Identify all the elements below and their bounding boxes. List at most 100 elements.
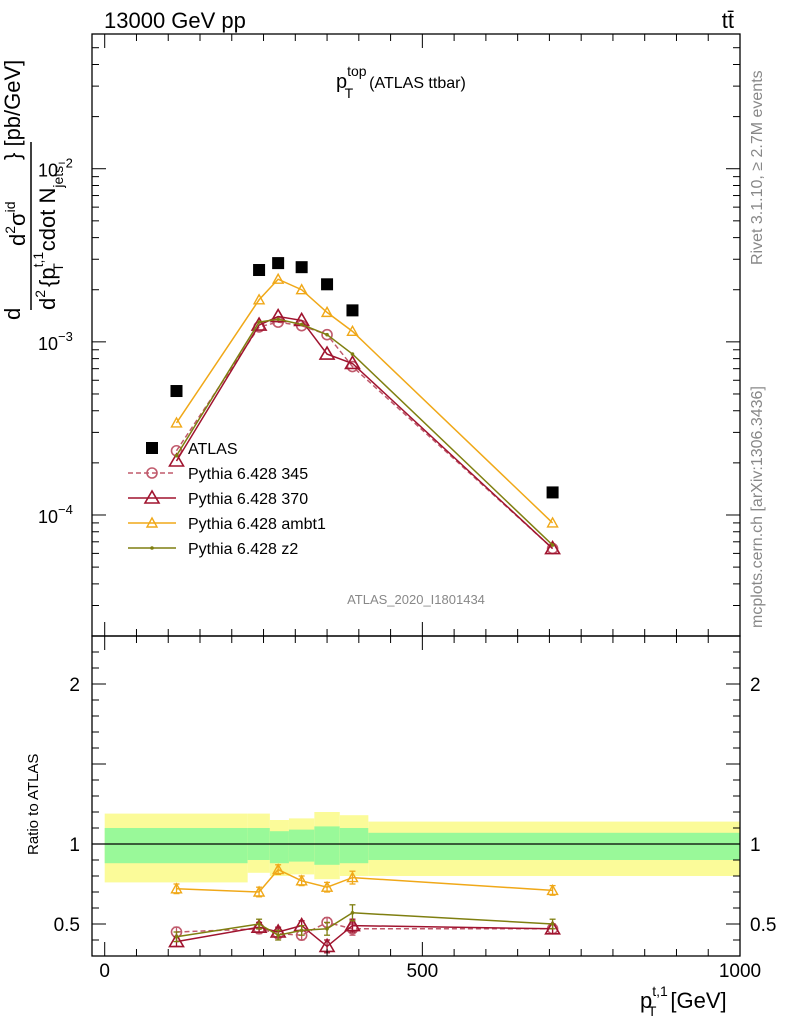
point-ambt1 xyxy=(252,293,266,305)
uncertainty-band-inner xyxy=(269,831,289,864)
legend-label-z2: Pythia 6.428 z2 xyxy=(188,541,298,558)
ratio-point-z2 xyxy=(257,922,261,926)
main-panel: 10−210−310−4 ptop T(ATLAS ttbar) d d2σid … xyxy=(0,33,741,637)
ratio-line-z2 xyxy=(176,912,553,938)
plot-title: ptop T (ATLAS ttbar) xyxy=(336,63,466,101)
point-ambt1 xyxy=(170,416,183,428)
ratio-point-ambt1 xyxy=(271,863,285,875)
series-z2 xyxy=(174,317,555,547)
ylabel-fraction: d2σid d2{pt,1Tcdot Njets xyxy=(2,142,66,310)
ratio-point-ambt1 xyxy=(170,882,183,894)
legend-marker-z2 xyxy=(150,546,154,550)
ylabel-den-brace: {p xyxy=(35,267,60,287)
uncertainty-band-inner xyxy=(104,828,248,864)
point-p370 xyxy=(269,307,287,323)
xlabel-sup: t,1 xyxy=(652,983,668,999)
main-y-tick-label: 10−2 xyxy=(38,156,73,181)
rivet-label: Rivet 3.1.10, ≥ 2.7M events xyxy=(749,70,766,265)
energy-label: 13000 GeV pp xyxy=(104,8,246,33)
legend-marker-data xyxy=(146,442,158,454)
title-rest: (ATLAS ttbar) xyxy=(369,75,466,92)
x-axis-label: pt,1 T [GeV] xyxy=(640,983,727,1019)
point-p370 xyxy=(344,354,361,370)
ratio-point-p370 xyxy=(344,917,361,932)
ratio-y-tick-label: 1 xyxy=(69,835,80,856)
ratio-panel: 0.5 0.5 1 1 2 2 0 500 1000 Ratio to ATLAS pt,1 T [… xyxy=(25,635,776,1019)
legend-item-ambt1: Pythia 6.428 ambt1 xyxy=(128,516,326,533)
ratio-y-tick-label: 2 xyxy=(69,675,80,696)
uncertainty-band-inner xyxy=(339,828,369,864)
point-p370 xyxy=(250,316,268,331)
series-ambt1 xyxy=(170,272,559,528)
ratio-series-z2 xyxy=(173,904,556,943)
ratio-point-ambt1 xyxy=(295,874,308,886)
point-z2 xyxy=(325,332,329,337)
xlabel-rest: [GeV] xyxy=(670,988,726,1013)
point-data xyxy=(295,261,308,274)
uncertainty-band-inner xyxy=(368,832,740,860)
ratio-y-tick-label-right: 0.5 xyxy=(750,915,776,936)
point-data xyxy=(346,304,359,317)
ylabel-numerator: d2σid xyxy=(2,201,30,246)
point-z2 xyxy=(350,352,355,356)
ylabel-num-d: d xyxy=(5,234,30,246)
ratio-point-z2 xyxy=(550,922,555,926)
ratio-point-p370 xyxy=(544,920,561,935)
ratio-frame xyxy=(91,635,741,957)
point-p370 xyxy=(544,539,561,555)
series-line-ambt1 xyxy=(175,278,554,524)
ylabel-num-sup2: id xyxy=(2,201,18,212)
point-data xyxy=(321,278,334,291)
point-ambt1 xyxy=(546,516,559,528)
ratio-point-ambt1 xyxy=(346,871,359,883)
ratio-point-z2 xyxy=(299,928,304,933)
ratio-series-p370 xyxy=(168,917,561,954)
ratio-point-z2 xyxy=(325,927,329,931)
title-sup: top xyxy=(347,63,367,79)
legend-item-data: ATLAS xyxy=(146,441,238,458)
series-data xyxy=(170,257,559,499)
legend-item-p370: Pythia 6.428 370 xyxy=(128,489,308,508)
point-z2 xyxy=(257,320,261,324)
ylabel-den-sub: T xyxy=(50,263,66,272)
xlabel-sub: T xyxy=(648,1003,657,1019)
point-z2 xyxy=(276,317,280,322)
analysis-watermark: ATLAS_2020_I1801434 xyxy=(347,592,485,607)
ylabel-den-d: d xyxy=(35,298,60,310)
legend-marker-p370 xyxy=(143,489,161,504)
legend-item-z2: Pythia 6.428 z2 xyxy=(128,541,298,558)
ratio-point-z2 xyxy=(350,911,355,915)
point-ambt1 xyxy=(346,324,359,337)
point-z2 xyxy=(550,543,555,547)
ylabel-den-sup: 2 xyxy=(32,290,48,298)
legend-label-data: ATLAS xyxy=(188,441,238,458)
ylabel-den-sub2: jets xyxy=(50,166,66,189)
ylabel-den-sup2: t,1 xyxy=(30,252,46,268)
x-tick-label: 0 xyxy=(99,961,110,982)
x-tick-label: 1000 xyxy=(719,961,761,982)
ylabel-unit: } [pb/GeV] xyxy=(0,60,25,160)
series-p370 xyxy=(168,307,561,555)
ratio-point-z2 xyxy=(174,935,179,939)
point-data xyxy=(170,385,183,398)
ratio-y-tick-label-right: 2 xyxy=(750,675,761,696)
main-axis-ticks: 10−2 10−3 10−4 xyxy=(38,33,741,637)
mcplots-label: mcplots.cern.ch [arXiv:1306.3436] xyxy=(749,386,766,628)
legend-label-p345: Pythia 6.428 345 xyxy=(188,466,308,483)
ratio-point-ambt1 xyxy=(252,885,266,897)
ratio-axis-ticks: 0.5 0.5 1 1 2 2 0 500 1000 xyxy=(54,636,776,982)
point-p370 xyxy=(168,452,185,467)
point-z2 xyxy=(299,322,304,327)
point-ambt1 xyxy=(271,272,285,284)
point-ambt1 xyxy=(295,283,308,295)
ratio-y-axis-label: Ratio to ATLAS xyxy=(25,754,42,855)
main-y-tick-label: 10−4 xyxy=(38,502,73,527)
title-main: p xyxy=(336,71,347,93)
uncertainty-band-inner xyxy=(288,829,315,862)
legend-label-p370: Pythia 6.428 370 xyxy=(188,491,308,508)
main-y-axis-label: d d2σid d2{pt,1Tcdot Njets } [pb/GeV] xyxy=(0,60,66,320)
series-line-p345 xyxy=(175,321,554,550)
x-tick-label: 500 xyxy=(407,961,439,982)
series-line-p370 xyxy=(175,315,554,550)
